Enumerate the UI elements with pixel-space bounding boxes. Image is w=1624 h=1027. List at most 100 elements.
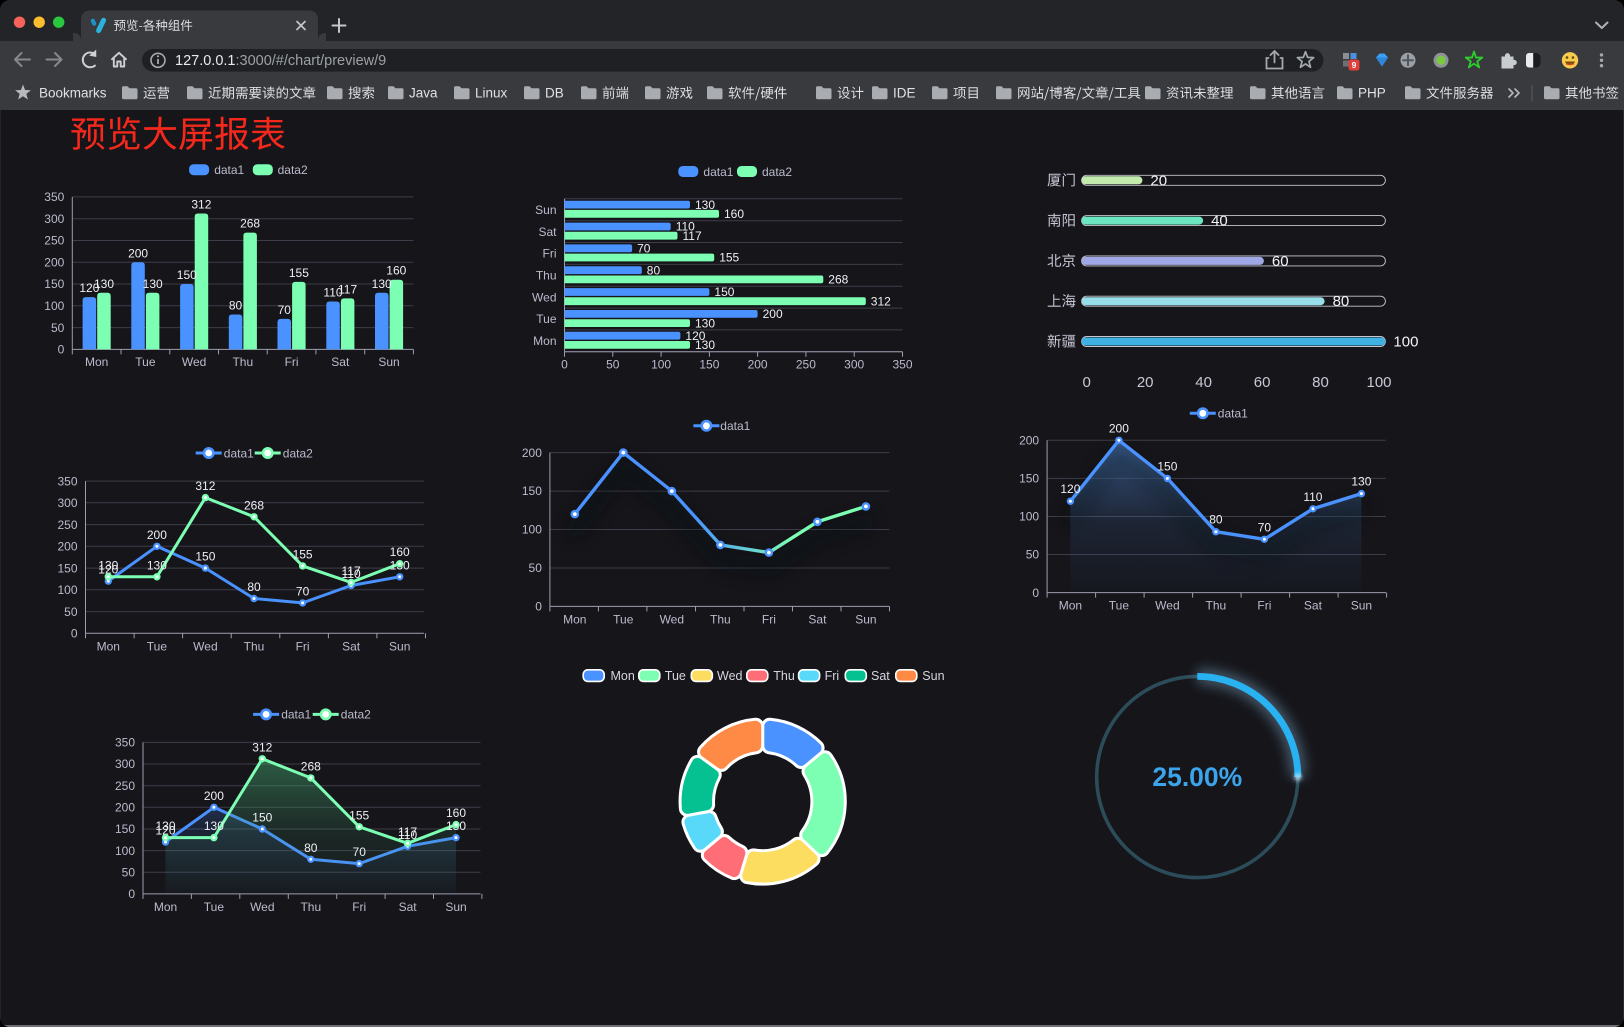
svg-text:0: 0 <box>58 343 65 357</box>
svg-text:312: 312 <box>195 479 215 493</box>
svg-text:Wed: Wed <box>532 290 556 304</box>
svg-text:Thu: Thu <box>1206 599 1227 613</box>
svg-text:Wed: Wed <box>717 669 743 683</box>
svg-text:150: 150 <box>44 277 64 291</box>
svg-text:Tue: Tue <box>135 355 156 369</box>
svg-text:100: 100 <box>1366 374 1391 391</box>
svg-text:150: 150 <box>1019 472 1039 486</box>
svg-text:130: 130 <box>94 277 114 291</box>
svg-text:350: 350 <box>57 474 77 488</box>
svg-text:Sun: Sun <box>855 612 876 626</box>
svg-text:130: 130 <box>372 277 392 291</box>
svg-text:9: 9 <box>1352 60 1357 70</box>
svg-text:160: 160 <box>724 207 744 221</box>
svg-text:Mon: Mon <box>1059 599 1082 613</box>
svg-text:300: 300 <box>57 496 77 510</box>
svg-text:300: 300 <box>44 212 64 226</box>
svg-text:DB: DB <box>545 86 564 101</box>
svg-text:20: 20 <box>1150 172 1167 189</box>
svg-text:Thu: Thu <box>300 900 321 914</box>
svg-text:data1: data1 <box>1218 407 1248 421</box>
svg-text:130: 130 <box>695 316 715 330</box>
svg-text:268: 268 <box>244 498 264 512</box>
svg-text:0: 0 <box>561 357 568 371</box>
svg-text:50: 50 <box>606 357 620 371</box>
svg-text:0: 0 <box>71 627 78 641</box>
svg-text:110: 110 <box>323 286 342 300</box>
svg-text:0: 0 <box>128 887 135 901</box>
svg-text:Fri: Fri <box>285 355 299 369</box>
svg-text:50: 50 <box>122 866 136 880</box>
svg-text:Thu: Thu <box>244 639 265 653</box>
svg-text:160: 160 <box>386 264 406 278</box>
svg-text:150: 150 <box>1157 459 1177 473</box>
svg-text:Tue: Tue <box>1109 599 1130 613</box>
svg-text:155: 155 <box>289 266 309 280</box>
svg-text:Mon: Mon <box>611 669 635 683</box>
svg-text:350: 350 <box>892 357 912 371</box>
svg-text:80: 80 <box>1312 374 1329 391</box>
svg-text:150: 150 <box>522 484 542 498</box>
svg-text:Tue: Tue <box>536 312 557 326</box>
svg-text:100: 100 <box>44 299 64 313</box>
svg-text:Sat: Sat <box>399 900 418 914</box>
svg-text:70: 70 <box>637 242 651 256</box>
svg-text:250: 250 <box>115 779 135 793</box>
svg-text:70: 70 <box>353 845 367 859</box>
svg-text:Sun: Sun <box>378 355 399 369</box>
svg-text:70: 70 <box>278 303 292 317</box>
svg-text:data1: data1 <box>281 708 311 722</box>
svg-text:200: 200 <box>57 540 77 554</box>
svg-text:70: 70 <box>296 584 310 598</box>
svg-text:160: 160 <box>390 545 410 559</box>
svg-text:312: 312 <box>871 294 891 308</box>
svg-text:Sat: Sat <box>1304 599 1323 613</box>
svg-text:200: 200 <box>128 246 148 260</box>
svg-text:110: 110 <box>1303 490 1322 504</box>
svg-text:25.00%: 25.00% <box>1152 762 1242 792</box>
svg-text:60: 60 <box>1272 253 1289 270</box>
svg-text:data2: data2 <box>283 446 313 460</box>
svg-text:50: 50 <box>529 561 543 575</box>
svg-text:40: 40 <box>1211 213 1228 230</box>
svg-text:100: 100 <box>1019 510 1039 524</box>
svg-text:100: 100 <box>651 357 671 371</box>
svg-text:80: 80 <box>247 580 261 594</box>
svg-text:Sun: Sun <box>389 639 410 653</box>
svg-text:200: 200 <box>204 789 224 803</box>
svg-text:data2: data2 <box>341 708 371 722</box>
svg-text:0: 0 <box>1083 374 1091 391</box>
svg-text:Fri: Fri <box>825 669 840 683</box>
svg-text:Thu: Thu <box>773 669 795 683</box>
svg-text:150: 150 <box>195 550 215 564</box>
svg-text:Mon: Mon <box>154 900 177 914</box>
svg-text:80: 80 <box>304 841 318 855</box>
svg-text:110: 110 <box>398 828 417 842</box>
svg-text:80: 80 <box>1209 513 1223 527</box>
svg-text:200: 200 <box>1019 434 1039 448</box>
svg-text:150: 150 <box>177 268 197 282</box>
svg-text:IDE: IDE <box>893 86 916 101</box>
svg-text:Sun: Sun <box>445 900 466 914</box>
svg-text:100: 100 <box>57 583 77 597</box>
svg-text:150: 150 <box>252 811 272 825</box>
svg-text:data1: data1 <box>720 419 750 433</box>
svg-text:130: 130 <box>143 277 163 291</box>
svg-text:20: 20 <box>1137 374 1154 391</box>
svg-text:100: 100 <box>1393 334 1418 351</box>
svg-text:Fri: Fri <box>296 639 310 653</box>
svg-text:Mon: Mon <box>97 639 120 653</box>
svg-text:127.0.0.1:3000/#/chart/preview: 127.0.0.1:3000/#/chart/preview/9 <box>175 53 386 69</box>
svg-text:Sun: Sun <box>922 669 944 683</box>
svg-text:130: 130 <box>147 558 167 572</box>
svg-text:250: 250 <box>57 518 77 532</box>
svg-text:Fri: Fri <box>352 900 366 914</box>
svg-text:350: 350 <box>115 736 135 750</box>
svg-text:Wed: Wed <box>182 355 206 369</box>
svg-text:150: 150 <box>115 822 135 836</box>
svg-text:130: 130 <box>204 819 224 833</box>
svg-text:268: 268 <box>828 273 848 287</box>
svg-text:350: 350 <box>44 190 64 204</box>
svg-text:150: 150 <box>714 285 734 299</box>
svg-text:117: 117 <box>398 825 417 839</box>
